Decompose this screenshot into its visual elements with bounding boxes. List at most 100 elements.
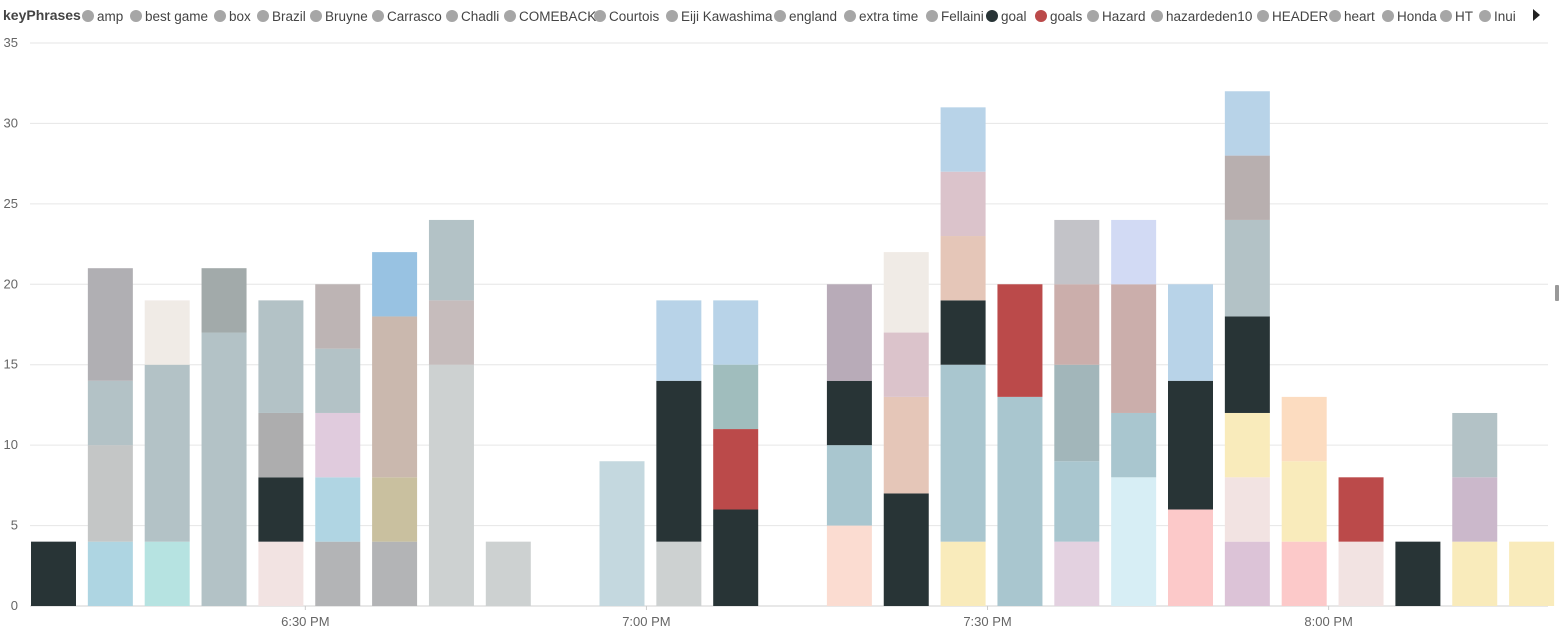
legend-item[interactable]: HT [1440, 7, 1473, 25]
bar-segment[interactable] [1281, 461, 1327, 542]
bar-segment[interactable] [1395, 541, 1441, 606]
bar-stack[interactable] [31, 541, 76, 606]
bar-segment[interactable] [713, 429, 759, 510]
bar-segment[interactable] [201, 332, 247, 606]
bar-segment[interactable] [1168, 284, 1213, 381]
bar-segment[interactable] [372, 477, 418, 542]
resize-handle[interactable] [1555, 285, 1559, 301]
bar-segment[interactable] [997, 396, 1043, 606]
bar-stack[interactable] [258, 300, 304, 606]
bar-segment[interactable] [656, 300, 702, 381]
bar-segment[interactable] [144, 364, 190, 542]
bar-stack[interactable] [940, 107, 986, 606]
bar-stack[interactable] [826, 284, 872, 606]
bar-segment[interactable] [1054, 461, 1100, 542]
bar-segment[interactable] [1168, 509, 1213, 606]
bar-segment[interactable] [940, 171, 986, 237]
legend-item[interactable]: box [214, 7, 251, 25]
bar-segment[interactable] [1509, 541, 1555, 606]
legend-item[interactable]: goal [986, 7, 1027, 25]
bar-segment[interactable] [258, 541, 304, 606]
bar-segment[interactable] [1224, 541, 1270, 606]
legend-item[interactable]: Honda [1382, 7, 1437, 25]
bar-segment[interactable] [87, 541, 133, 606]
bar-segment[interactable] [1452, 541, 1498, 606]
bar-segment[interactable] [997, 284, 1043, 397]
legend-item[interactable]: amp [82, 7, 123, 25]
bar-segment[interactable] [1281, 396, 1327, 462]
bar-segment[interactable] [315, 541, 361, 606]
bar-segment[interactable] [826, 445, 872, 526]
bar-segment[interactable] [87, 445, 133, 542]
legend-item[interactable]: Courtois [594, 7, 659, 25]
bar-segment[interactable] [372, 252, 418, 317]
bar-segment[interactable] [485, 541, 531, 606]
bar-segment[interactable] [144, 541, 190, 606]
bar-segment[interactable] [940, 300, 986, 365]
bar-segment[interactable] [1224, 477, 1270, 542]
bar-segment[interactable] [656, 541, 702, 606]
bar-segment[interactable] [1224, 219, 1270, 317]
legend-item[interactable]: goals [1035, 7, 1082, 25]
bar-segment[interactable] [940, 364, 986, 542]
bar-stack[interactable] [315, 284, 361, 606]
bar-segment[interactable] [87, 268, 133, 381]
bar-stack[interactable] [1281, 396, 1327, 606]
bar-stack[interactable] [1168, 284, 1213, 606]
bar-segment[interactable] [372, 541, 418, 606]
bar-segment[interactable] [1054, 219, 1100, 285]
bar-stack[interactable] [1452, 412, 1498, 606]
bar-segment[interactable] [1224, 155, 1270, 220]
bar-segment[interactable] [1281, 541, 1327, 606]
bar-segment[interactable] [713, 300, 759, 365]
bar-segment[interactable] [87, 380, 133, 446]
bar-segment[interactable] [428, 300, 474, 365]
bar-stack[interactable] [485, 541, 531, 606]
bar-segment[interactable] [201, 268, 247, 333]
legend-item[interactable]: hazardeden10 [1151, 7, 1252, 25]
bar-segment[interactable] [826, 380, 872, 446]
legend-item[interactable]: COMEBACK [504, 7, 596, 25]
bar-segment[interactable] [315, 348, 361, 413]
bar-stack[interactable] [1111, 219, 1157, 606]
bar-stack[interactable] [372, 252, 418, 606]
bar-segment[interactable] [1338, 477, 1384, 542]
bar-stack[interactable] [1395, 541, 1441, 606]
bar-stack[interactable] [87, 268, 133, 606]
bar-segment[interactable] [1111, 284, 1157, 413]
bar-segment[interactable] [1111, 477, 1157, 606]
bar-segment[interactable] [1168, 380, 1213, 510]
bar-segment[interactable] [826, 525, 872, 606]
bar-segment[interactable] [144, 300, 190, 365]
bar-segment[interactable] [31, 541, 76, 606]
legend-item[interactable]: HEADER [1257, 7, 1328, 25]
bar-segment[interactable] [315, 412, 361, 478]
bar-stack[interactable] [428, 219, 474, 606]
bar-stack[interactable] [1509, 541, 1555, 606]
bar-segment[interactable] [258, 477, 304, 542]
bar-segment[interactable] [940, 541, 986, 606]
bar-segment[interactable] [599, 461, 645, 606]
legend-item[interactable]: heart [1329, 7, 1375, 25]
bar-stack[interactable] [144, 300, 190, 606]
legend-item[interactable]: extra time [844, 7, 918, 25]
bar-segment[interactable] [1224, 412, 1270, 478]
bar-segment[interactable] [1224, 91, 1270, 156]
bar-segment[interactable] [1452, 477, 1498, 542]
bar-segment[interactable] [883, 396, 929, 494]
bar-segment[interactable] [1054, 364, 1100, 462]
legend-item[interactable]: Eiji Kawashima [666, 7, 773, 25]
bar-segment[interactable] [258, 300, 304, 413]
legend-item[interactable]: Carrasco [372, 7, 442, 25]
bar-segment[interactable] [940, 236, 986, 301]
legend-item[interactable]: Bruyne [310, 7, 368, 25]
bar-segment[interactable] [428, 364, 474, 606]
bar-stack[interactable] [1054, 219, 1100, 606]
bar-segment[interactable] [1111, 219, 1157, 285]
bar-segment[interactable] [372, 316, 418, 478]
legend-item[interactable]: Brazil [257, 7, 306, 25]
bar-segment[interactable] [1224, 316, 1270, 413]
bar-segment[interactable] [883, 252, 929, 333]
bar-stack[interactable] [883, 252, 929, 606]
bar-segment[interactable] [1452, 412, 1498, 478]
